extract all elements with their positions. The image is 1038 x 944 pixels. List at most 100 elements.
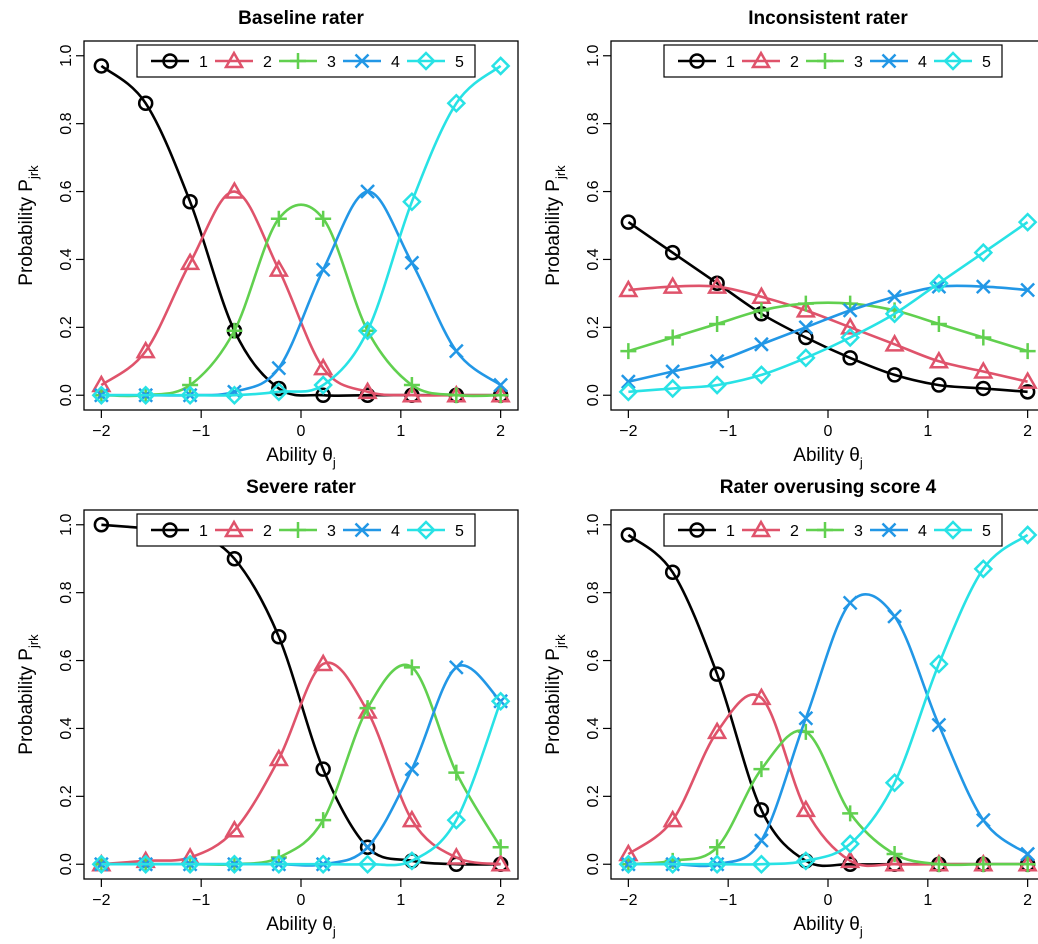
data-point-circle: [753, 802, 770, 818]
data-point-triangle: [840, 850, 861, 869]
chart-panel-4: Rater overusing score 4 −2 −1 0 1 2 0.0 0.2 0.4 0…: [543, 477, 1038, 939]
data-point-cross: [1020, 846, 1036, 862]
data-point-triangle: [224, 819, 245, 838]
chart-panel-2: Inconsistent rater −2 −1 0 1 2 0.0 0.2 0.4 0.6 0.8…: [543, 8, 1038, 470]
data-point-triangle: [401, 809, 423, 828]
legend-label: 3: [327, 523, 336, 540]
data-point-diamond: [313, 854, 333, 875]
legend: 1 2 3 4 5: [663, 513, 1003, 547]
legend-label: 1: [726, 523, 735, 540]
data-point-plus: [753, 761, 770, 778]
chart-panel-1: Baseline rater −2 −1 0 1 2 0.0 0.2 0.4 0.6 0.8 1.0 A…: [16, 8, 519, 470]
y-axis-label-main: Probability P: [543, 179, 564, 286]
data-point-plus: [182, 377, 199, 394]
x-tick-label: 0: [824, 423, 833, 440]
legend-label: 4: [391, 54, 400, 71]
data-point-cross: [315, 262, 331, 278]
data-point-plus: [842, 805, 859, 822]
x-tick-label: 2: [496, 423, 505, 440]
legend-marker-cross: [354, 53, 370, 69]
data-point-diamond: [796, 851, 816, 871]
chart-title: Baseline rater: [238, 8, 364, 29]
data-point-circle: [315, 387, 331, 403]
data-point-diamond: [135, 854, 156, 875]
data-point-circle: [1019, 384, 1036, 400]
data-point-triangle: [446, 846, 467, 865]
data-point-cross: [842, 302, 858, 318]
data-point-cross: [975, 279, 991, 294]
legend-marker-plus: [290, 522, 306, 538]
data-point-plus: [315, 812, 332, 829]
data-point-diamond: [402, 191, 422, 212]
data-point-cross: [620, 374, 636, 390]
legend-marker-plus: [817, 522, 833, 538]
data-point-triangle: [751, 687, 772, 706]
data-point-circle: [664, 244, 681, 261]
data-point-diamond: [91, 385, 112, 406]
data-point-cross: [975, 812, 991, 828]
data-point-plus: [448, 387, 465, 404]
legend-label: 4: [918, 54, 927, 71]
legend-marker-triangle: [750, 50, 772, 69]
data-point-circle: [709, 666, 725, 682]
y-axis-label-main: Probability P: [16, 179, 37, 286]
plot-frame: [610, 509, 1038, 880]
legend-marker-circle: [689, 53, 705, 69]
y-axis-label-subscript: jrk: [26, 165, 41, 180]
data-point-plus: [930, 315, 947, 332]
data-point-circle: [226, 550, 243, 567]
y-axis-label-subscript: jrk: [553, 165, 568, 180]
data-point-cross: [931, 279, 947, 294]
y-axis-label: Probability Pjrk: [543, 634, 568, 755]
data-point-cross: [931, 717, 947, 733]
data-point-triangle: [840, 316, 861, 335]
x-axis-label-main: Ability θ: [793, 914, 860, 935]
data-point-diamond: [884, 303, 905, 324]
x-tick-label: 2: [1023, 423, 1032, 440]
y-tick-label: 1.0: [58, 514, 75, 536]
data-point-plus: [797, 295, 814, 312]
x-tick-label: 1: [396, 892, 405, 909]
series-line-1: [627, 221, 1028, 394]
series-line-5: [101, 700, 502, 867]
series-line-4: [101, 190, 502, 397]
series-line-5: [628, 221, 1029, 394]
data-point-plus: [975, 856, 992, 873]
series-line-3: [101, 203, 501, 398]
plot-area: [618, 525, 1038, 875]
x-tick-label: −1: [719, 892, 737, 909]
y-tick-label: 0.8: [585, 581, 602, 603]
legend-label: 4: [918, 523, 927, 540]
data-point-diamond: [180, 385, 200, 406]
data-point-triangle: [795, 299, 816, 318]
data-point-triangle: [357, 381, 378, 400]
data-point-plus: [226, 322, 243, 339]
data-point-circle: [975, 380, 992, 397]
data-point-triangle: [313, 357, 334, 376]
data-point-diamond: [618, 382, 639, 402]
y-tick-label: 1.0: [585, 45, 602, 67]
legend-marker-cross: [354, 522, 370, 538]
y-axis-label-main: Probability P: [543, 648, 564, 755]
legend-marker-circle: [162, 53, 178, 69]
data-point-triangle: [795, 799, 816, 818]
data-point-plus: [1019, 856, 1036, 873]
data-point-cross: [404, 255, 420, 271]
data-point-cross: [798, 319, 814, 335]
y-tick-label: 0.6: [585, 180, 602, 202]
data-point-diamond: [269, 854, 289, 875]
data-point-diamond: [929, 654, 949, 674]
y-tick-label: 0.0: [585, 853, 602, 875]
y-tick-label: 0.2: [585, 785, 602, 807]
x-axis-label-main: Ability θ: [266, 914, 333, 935]
y-tick-label: 0.6: [58, 649, 75, 671]
legend-marker-plus: [817, 53, 833, 69]
data-point-cross: [493, 377, 509, 393]
data-point-diamond: [929, 273, 949, 293]
legend-label: 3: [327, 54, 336, 71]
plot-area: [91, 56, 511, 406]
data-point-diamond: [446, 93, 467, 114]
legend-label: 3: [854, 54, 863, 71]
y-axis-label: Probability Pjrk: [16, 634, 41, 755]
